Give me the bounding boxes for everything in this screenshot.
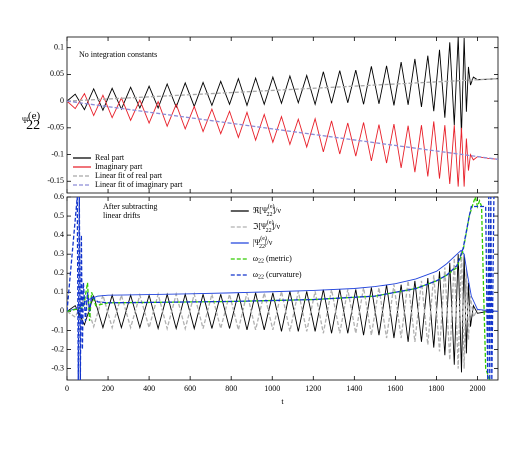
y-tick-label: -0.1 — [51, 149, 64, 158]
series-line — [67, 197, 491, 380]
legend-label-main: Linear fit of real part — [95, 171, 163, 180]
legend-label: ℜ[Ψ(e) 22]/ν — [253, 203, 282, 218]
legend-label: ω22 (curvature) — [253, 270, 302, 281]
y-tick-label: 0.1 — [54, 287, 64, 296]
legend-label-sup: (e) — [260, 235, 267, 242]
y-tick-label: 0.1 — [54, 43, 64, 52]
y-axis-label-sup: (e) — [28, 110, 41, 122]
legend-label: ℑ[Ψ(e) 22]/ν — [253, 219, 281, 234]
y-axis-label-sub: 22 — [26, 118, 40, 133]
y-tick-label: 0.4 — [54, 230, 64, 239]
legend-label: Imaginary part — [95, 162, 143, 171]
legend-label-post: ]/ν — [272, 222, 281, 231]
legend-label-main: Real part — [95, 153, 125, 162]
legend-label-sub: 22 — [259, 244, 265, 250]
legend-label-main: Imaginary part — [95, 162, 143, 171]
legend-label: Real part — [95, 153, 125, 162]
y-axis-label-main: Ψ — [22, 116, 28, 125]
plot-frame — [66, 196, 499, 381]
y-tick-label: -0.05 — [47, 123, 64, 132]
legend-label-main: |Ψ — [253, 238, 261, 247]
legend-label-sub: 22 — [258, 275, 264, 281]
series-line — [67, 197, 495, 380]
legend-label-sub: 22 — [266, 228, 272, 234]
legend-label: |Ψ(e) 22|/ν — [253, 235, 273, 250]
legend-label-post: (curvature) — [264, 270, 302, 279]
y-tick-label: -0.1 — [51, 325, 64, 334]
series-line — [67, 250, 498, 369]
legend-label: Linear fit of real part — [95, 171, 163, 180]
x-tick-label: 800 — [225, 384, 237, 393]
y-tick-label: -0.3 — [51, 363, 64, 372]
x-tick-label: 2000 — [469, 384, 485, 393]
legend-label-main: ℑ[Ψ — [253, 222, 267, 231]
series-line — [67, 249, 498, 312]
y-tick-label: 0 — [60, 96, 64, 105]
legend-label-post: (metric) — [264, 254, 292, 263]
annotation: linear drifts — [103, 211, 140, 220]
series-line — [67, 100, 498, 160]
x-tick-label: 1400 — [346, 384, 362, 393]
y-tick-label: 0.05 — [50, 69, 64, 78]
x-tick-label: 1000 — [264, 384, 280, 393]
legend-label-sub: 22 — [267, 212, 273, 218]
legend-label: Linear fit of imaginary part — [95, 180, 183, 189]
legend-label-post: ]/ν — [273, 206, 282, 215]
legend-label-sub: 22 — [258, 259, 264, 265]
series-line — [67, 254, 498, 373]
legend-label-main: ℜ[Ψ — [253, 206, 268, 215]
legend-label: ω22 (metric) — [253, 254, 292, 265]
y-tick-label: 0 — [60, 306, 64, 315]
y-tick-label: 0.2 — [54, 268, 64, 277]
y-tick-label: 0.5 — [54, 211, 64, 220]
annotation: After subtracting — [103, 202, 157, 211]
y-axis-label: Ψ(e) 22 — [22, 110, 40, 134]
x-tick-label: 600 — [184, 384, 196, 393]
y-tick-label: -0.15 — [47, 176, 64, 185]
legend-label-main: ω — [253, 270, 258, 279]
x-tick-label: 400 — [143, 384, 155, 393]
y-tick-label: 0.3 — [54, 249, 64, 258]
x-tick-label: 0 — [65, 384, 69, 393]
x-tick-label: 1800 — [428, 384, 444, 393]
series-line — [67, 37, 498, 135]
legend-label-main: Linear fit of imaginary part — [95, 180, 183, 189]
x-axis-label: t — [281, 397, 284, 406]
plot-frame — [66, 36, 499, 194]
legend-label-sup: (e) — [267, 219, 274, 226]
y-tick-label: -0.2 — [51, 344, 64, 353]
series-line — [67, 92, 498, 187]
legend-label-main: ω — [253, 254, 258, 263]
legend-label-sup: (e) — [268, 203, 275, 210]
annotation: No integration constants — [79, 50, 157, 59]
x-tick-label: 200 — [102, 384, 114, 393]
x-tick-label: 1200 — [305, 384, 321, 393]
x-tick-label: 1600 — [387, 384, 403, 393]
y-tick-label: 0.6 — [54, 192, 64, 201]
legend-label-post: |/ν — [265, 238, 273, 247]
